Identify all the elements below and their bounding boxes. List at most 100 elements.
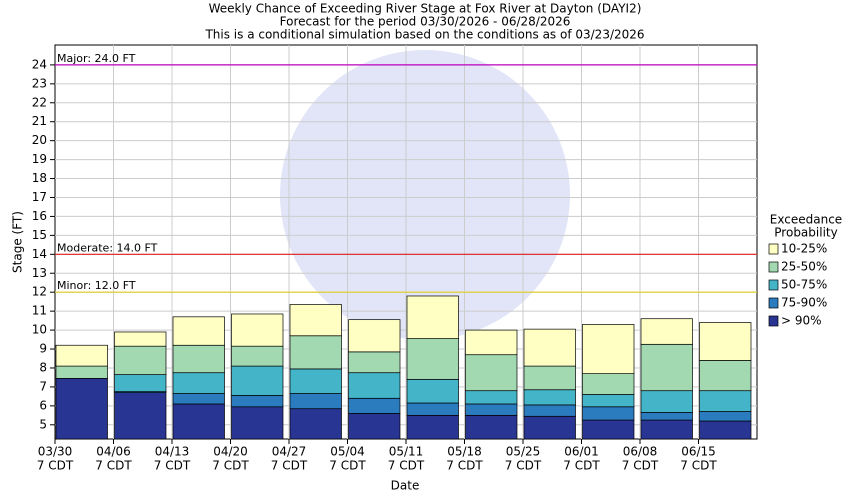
- x-axis-label: Date: [391, 479, 420, 493]
- bar-segment: [465, 403, 518, 416]
- legend-label: 50-75%: [781, 278, 827, 292]
- y-tick-label: 16: [32, 209, 47, 223]
- y-tick-label: 8: [39, 360, 47, 374]
- bar-segment: [231, 406, 284, 440]
- bar-segment: [348, 372, 401, 399]
- bar-segment: [699, 411, 752, 422]
- x-tick-label: 06/15: [681, 445, 716, 459]
- bar-segment: [114, 374, 167, 392]
- bar-segment: [582, 419, 635, 440]
- x-tick-sublabel: 7 CDT: [154, 459, 191, 473]
- x-tick-sublabel: 7 CDT: [388, 459, 425, 473]
- bar-segment: [172, 403, 225, 440]
- bar-segment: [289, 408, 342, 440]
- y-tick-label: 23: [32, 76, 47, 90]
- bar-segment: [640, 412, 693, 421]
- y-tick-label: 17: [32, 190, 47, 204]
- legend-swatch: [768, 315, 779, 327]
- x-tick-label: 05/11: [389, 445, 424, 459]
- bar-segment: [231, 395, 284, 408]
- threshold-label: Major: 24.0 FT: [57, 52, 136, 65]
- bar-segment: [582, 373, 635, 395]
- bar-segment: [406, 338, 459, 380]
- bar-segment: [699, 322, 752, 361]
- x-tick-label: 03/30: [38, 445, 73, 459]
- x-tick-label: 04/13: [155, 445, 190, 459]
- bar-segment: [55, 378, 108, 440]
- bar-segment: [172, 372, 225, 394]
- legend-label: 75-90%: [781, 296, 827, 310]
- y-tick-label: 22: [32, 95, 47, 109]
- bar-segment: [523, 365, 576, 391]
- bar-segment: [55, 344, 108, 367]
- bar-segment: [348, 351, 401, 374]
- y-tick-label: 19: [32, 152, 47, 166]
- threshold-label: Moderate: 14.0 FT: [57, 241, 158, 254]
- x-tick-sublabel: 7 CDT: [271, 459, 308, 473]
- y-tick-label: 11: [32, 304, 47, 318]
- y-tick-label: 12: [32, 285, 47, 299]
- bar-segment: [640, 318, 693, 345]
- bar-segment: [406, 378, 459, 404]
- bar-segment: [231, 345, 284, 367]
- bar-segment: [465, 329, 518, 356]
- x-tick-sublabel: 7 CDT: [680, 459, 717, 473]
- bar-segment: [699, 390, 752, 412]
- x-tick-label: 06/01: [564, 445, 599, 459]
- bar-segment: [348, 413, 401, 440]
- bar-segment: [582, 394, 635, 408]
- bar-segment: [289, 304, 342, 337]
- y-tick-label: 20: [32, 133, 47, 147]
- bar-segment: [465, 414, 518, 440]
- bar-segment: [699, 360, 752, 392]
- x-tick-sublabel: 7 CDT: [446, 459, 483, 473]
- bar-segment: [231, 365, 284, 396]
- watermark: [280, 50, 570, 340]
- bar-segment: [465, 354, 518, 392]
- x-tick-sublabel: 7 CDT: [563, 459, 600, 473]
- y-tick-label: 10: [32, 323, 47, 337]
- threshold-label: Minor: 12.0 FT: [57, 279, 136, 292]
- bar-segment: [640, 343, 693, 392]
- legend-swatch: [768, 297, 779, 309]
- bar-segment: [231, 313, 284, 347]
- x-tick-sublabel: 7 CDT: [95, 459, 132, 473]
- bar-segment: [289, 335, 342, 370]
- x-tick-label: 06/08: [623, 445, 658, 459]
- y-tick-label: 14: [32, 247, 47, 261]
- y-tick-label: 9: [39, 342, 47, 356]
- bar-segment: [406, 402, 459, 416]
- bar-segment: [114, 345, 167, 375]
- bar-segment: [172, 393, 225, 405]
- bar-segment: [523, 415, 576, 440]
- legend-label: > 90%: [781, 314, 822, 328]
- legend-label: 25-50%: [781, 260, 827, 274]
- x-tick-label: 04/06: [96, 445, 131, 459]
- x-tick-label: 05/18: [447, 445, 482, 459]
- bar-segment: [348, 319, 401, 353]
- y-tick-label: 18: [32, 171, 47, 185]
- chart-subtitle: This is a conditional simulation based o…: [204, 28, 644, 42]
- legend-swatch: [768, 279, 779, 291]
- bar-segment: [582, 324, 635, 374]
- bar-segment: [465, 390, 518, 405]
- bar-segment: [523, 389, 576, 406]
- x-tick-label: 04/20: [213, 445, 248, 459]
- bar-segment: [172, 316, 225, 346]
- y-axis-label: Stage (FT): [11, 211, 25, 273]
- y-tick-label: 15: [32, 228, 47, 242]
- bar-segment: [55, 365, 108, 379]
- bar-segment: [699, 420, 752, 440]
- bar-segment: [640, 390, 693, 413]
- bar-segment: [289, 393, 342, 410]
- x-tick-label: 05/25: [506, 445, 541, 459]
- x-tick-label: 05/04: [330, 445, 365, 459]
- y-tick-label: 5: [39, 417, 47, 431]
- chart-subtitle: Forecast for the period 03/30/2026 - 06/…: [280, 15, 571, 29]
- x-tick-sublabel: 7 CDT: [212, 459, 249, 473]
- bar-segment: [640, 419, 693, 440]
- bar-segment: [172, 344, 225, 374]
- y-tick-label: 7: [39, 379, 47, 393]
- chart-title: Weekly Chance of Exceeding River Stage a…: [209, 2, 642, 16]
- x-tick-label: 04/27: [272, 445, 307, 459]
